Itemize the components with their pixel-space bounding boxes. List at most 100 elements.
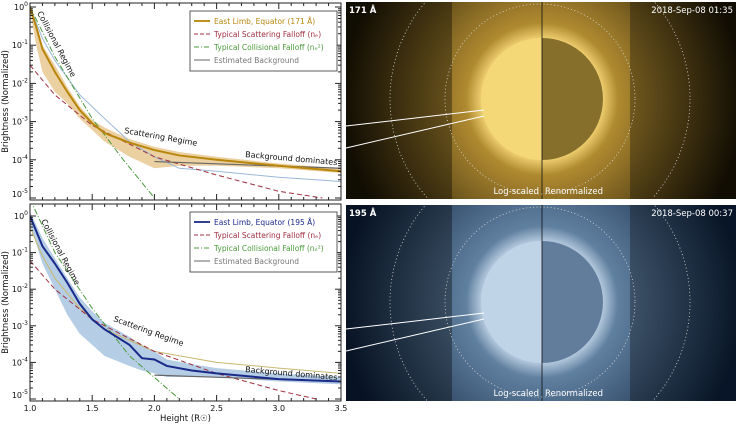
x-tick-label: 1.0	[24, 404, 37, 413]
x-tick-label: 3.5	[335, 404, 348, 413]
y-tick-exponent: -1	[22, 247, 28, 254]
y-tick-base: 10	[12, 249, 22, 258]
renormalized-label: Renormalized	[545, 389, 603, 399]
legend-label: Typical Collisional Falloff (nₑ²)	[213, 43, 324, 52]
y-axis-label: Brightness (Normalized)	[1, 50, 11, 153]
series-line-0	[30, 6, 341, 173]
y-tick-base: 10	[14, 212, 24, 221]
solar-images: 171 Å 2018-Sep-08 01:35 Log-scaled Renormal…	[345, 2, 736, 401]
solar-image-1: 195 Å 2018-Sep-08 00:37 Log-scaled Renormal…	[345, 205, 736, 401]
legend-label: Typical Scattering Falloff (nₑ)	[213, 231, 321, 240]
y-tick-base: 10	[12, 391, 22, 400]
y-tick-label: 10-4	[12, 356, 28, 367]
series-line-1	[30, 260, 317, 400]
y-tick-exponent: -4	[22, 356, 28, 363]
sample-slit-line	[345, 318, 485, 352]
log-scaled-label: Log-scaled	[493, 389, 539, 399]
y-tick-exponent: -5	[22, 188, 28, 195]
plot-frame	[29, 2, 342, 201]
legend-label: Estimated Background	[214, 257, 299, 266]
y-tick-label: 100	[14, 210, 28, 221]
legend-box	[189, 211, 338, 273]
legend-label: East Limb, Equator (171 Å)	[214, 17, 315, 26]
outer-field-left	[346, 2, 452, 199]
y-tick-base: 10	[12, 285, 22, 294]
y-tick-label: 10-1	[12, 247, 28, 258]
outer-field-right	[630, 2, 736, 199]
uncertainty-band	[30, 211, 341, 385]
uncertainty-band	[30, 3, 341, 174]
y-tick-base: 10	[12, 190, 22, 199]
y-tick-exponent: -2	[22, 77, 28, 84]
y-tick-base: 10	[12, 41, 22, 50]
legend-label: Typical Collisional Falloff (nₑ²)	[213, 244, 324, 253]
y-tick-exponent: -1	[22, 39, 28, 46]
y-tick-label: 10-2	[12, 283, 28, 294]
timestamp-label: 2018-Sep-08 00:37	[651, 209, 733, 219]
plot-area	[30, 204, 341, 400]
legend-label: East Limb, Equator (195 Å)	[214, 218, 315, 227]
y-tick-label: 10-1	[12, 39, 28, 50]
renormalized-label: Renormalized	[545, 187, 603, 197]
series-line-4	[30, 226, 341, 374]
y-tick-exponent: -5	[22, 389, 28, 396]
y-tick-base: 10	[12, 358, 22, 367]
x-tick-label: 2.0	[148, 404, 161, 413]
sample-slit-line	[345, 115, 485, 149]
y-tick-label: 10-3	[12, 320, 28, 331]
x-tick-label: 1.5	[86, 404, 99, 413]
legend-label: Estimated Background	[214, 56, 299, 65]
y-tick-label: 10-5	[12, 389, 28, 400]
y-tick-exponent: -4	[22, 154, 28, 161]
y-axis-label: Brightness (Normalized)	[1, 251, 11, 354]
series-line-2	[31, 204, 180, 400]
legend-label: Typical Scattering Falloff (nₑ)	[213, 30, 321, 39]
y-tick-base: 10	[14, 3, 24, 12]
y-tick-exponent: -2	[22, 283, 28, 290]
timestamp-label: 2018-Sep-08 01:35	[651, 6, 733, 16]
plot-area	[30, 3, 341, 199]
outer-field-left	[346, 205, 452, 401]
height-ring	[389, 2, 691, 198]
series-line-2	[30, 6, 155, 199]
outer-field-right	[630, 205, 736, 401]
series-line-3	[154, 160, 341, 169]
y-tick-label: 10-3	[12, 116, 28, 127]
series-line-1	[30, 64, 323, 199]
sample-slit-line	[345, 109, 485, 127]
sample-slit-line	[345, 312, 485, 330]
y-tick-base: 10	[12, 322, 22, 331]
y-tick-label: 10-2	[12, 77, 28, 88]
height-ring	[389, 205, 691, 401]
y-tick-label: 10-5	[12, 188, 28, 199]
wavelength-label: 171 Å	[349, 5, 377, 16]
y-tick-base: 10	[12, 118, 22, 127]
y-tick-label: 100	[14, 1, 28, 12]
y-tick-exponent: -3	[22, 320, 28, 327]
series-line-0	[30, 215, 341, 383]
x-tick-label: 2.5	[210, 404, 223, 413]
y-tick-exponent: 0	[24, 1, 28, 8]
log-scaled-label: Log-scaled	[493, 187, 539, 197]
y-tick-label: 10-4	[12, 154, 28, 165]
solar-image-0: 171 Å 2018-Sep-08 01:35 Log-scaled Renormal…	[345, 2, 736, 199]
series-line-4	[30, 6, 341, 183]
y-tick-base: 10	[12, 156, 22, 165]
solar-disk-renormalized-half	[542, 38, 603, 160]
x-axis-label: Height (R☉)	[160, 414, 211, 424]
y-tick-exponent: -3	[22, 116, 28, 123]
y-tick-exponent: 0	[24, 210, 28, 217]
wavelength-label: 195 Å	[349, 208, 377, 219]
height-ring	[444, 206, 636, 398]
plot-frame	[29, 203, 342, 402]
x-tick-label: 3.0	[272, 404, 285, 413]
height-ring	[444, 3, 636, 195]
y-tick-base: 10	[12, 79, 22, 88]
legend-box	[189, 10, 338, 72]
solar-disk-renormalized-half	[542, 241, 603, 363]
